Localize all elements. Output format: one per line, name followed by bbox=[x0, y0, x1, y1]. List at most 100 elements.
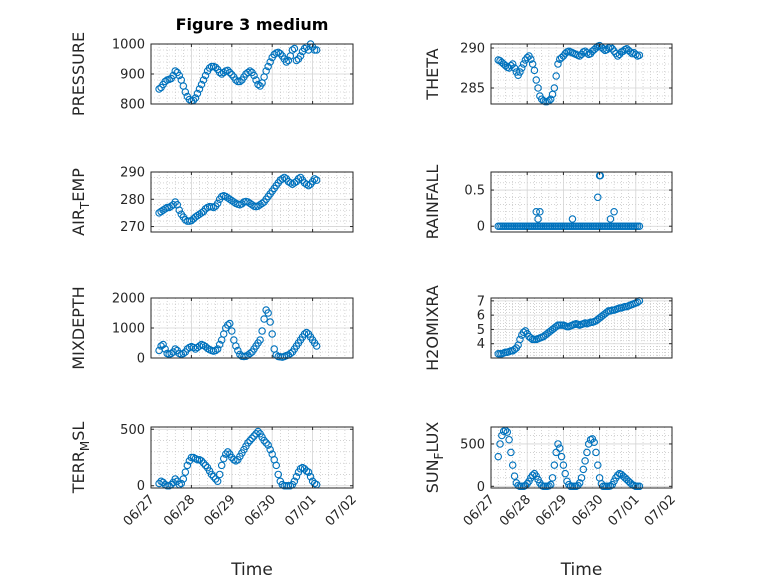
data-point bbox=[213, 477, 222, 485]
data-point bbox=[290, 477, 299, 485]
data-point bbox=[606, 482, 615, 490]
axes-box bbox=[490, 171, 673, 233]
data-point bbox=[217, 461, 226, 470]
y-tick-label: 4 bbox=[477, 337, 485, 352]
data-point bbox=[159, 340, 167, 349]
data-point bbox=[550, 461, 559, 469]
data-point bbox=[258, 199, 266, 208]
y-axis-label: MIXDEPTH bbox=[69, 286, 88, 369]
data-point bbox=[496, 440, 504, 448]
data-point bbox=[244, 439, 252, 447]
y-axis-label-main: SUN bbox=[423, 459, 442, 493]
data-point bbox=[213, 345, 222, 353]
y-tick-label: 800 bbox=[120, 98, 145, 113]
x-tick-label: 06/28 bbox=[161, 492, 198, 529]
data-point bbox=[292, 56, 301, 65]
data-point bbox=[161, 205, 169, 213]
y-tick-label: 500 bbox=[120, 423, 145, 438]
data-point bbox=[199, 459, 208, 467]
data-point bbox=[167, 349, 175, 358]
x-tick-label: 06/30 bbox=[569, 492, 606, 529]
data-points bbox=[155, 306, 321, 361]
plot-area bbox=[491, 427, 672, 488]
data-point bbox=[519, 60, 528, 68]
data-point bbox=[290, 44, 299, 53]
data-point bbox=[583, 49, 591, 57]
data-point bbox=[284, 56, 293, 65]
data-point bbox=[559, 461, 568, 469]
y-axis-label: THETA bbox=[423, 48, 442, 100]
data-point bbox=[228, 327, 236, 335]
data-point bbox=[632, 50, 640, 59]
data-point bbox=[274, 470, 283, 479]
data-point bbox=[254, 427, 262, 436]
data-point bbox=[590, 438, 598, 446]
data-point bbox=[302, 180, 311, 189]
data-point bbox=[211, 346, 220, 355]
data-point bbox=[264, 309, 272, 317]
data-point bbox=[258, 327, 266, 335]
data-point bbox=[268, 330, 276, 338]
data-point bbox=[312, 342, 321, 350]
axes-box bbox=[490, 43, 673, 105]
data-point bbox=[171, 67, 179, 75]
data-point bbox=[536, 208, 544, 216]
data-point bbox=[554, 60, 562, 68]
data-point bbox=[552, 322, 560, 331]
data-point bbox=[264, 62, 272, 71]
data-point bbox=[163, 203, 171, 212]
y-axis-label: AIRTEMP bbox=[69, 168, 92, 236]
data-point bbox=[171, 475, 179, 483]
data-point bbox=[197, 80, 206, 89]
data-point bbox=[635, 51, 644, 59]
subplot-air_temp: 270 280 290 AIRTEMP bbox=[69, 166, 354, 236]
x-tick-label: 07/01 bbox=[606, 492, 643, 529]
x-tick-label: 06/28 bbox=[497, 492, 534, 529]
data-point bbox=[304, 181, 313, 190]
data-point bbox=[155, 85, 163, 93]
data-points bbox=[494, 297, 644, 358]
data-point bbox=[503, 428, 512, 436]
data-point bbox=[310, 175, 319, 183]
data-point bbox=[516, 335, 524, 344]
data-point bbox=[292, 472, 301, 481]
data-point bbox=[262, 439, 270, 447]
data-point bbox=[163, 481, 171, 490]
data-point bbox=[234, 77, 242, 86]
data-point bbox=[209, 203, 218, 212]
data-point bbox=[554, 440, 562, 448]
data-point bbox=[282, 58, 291, 66]
data-point bbox=[532, 208, 540, 216]
data-point bbox=[280, 173, 289, 182]
data-point bbox=[610, 208, 618, 216]
data-point bbox=[264, 441, 272, 449]
data-point bbox=[244, 68, 252, 77]
data-point bbox=[594, 461, 602, 469]
data-point bbox=[175, 206, 184, 214]
x-tick-label: 06/27 bbox=[121, 492, 158, 529]
data-point bbox=[516, 68, 524, 76]
y-tick-label: 1000 bbox=[112, 322, 145, 337]
data-point bbox=[272, 461, 280, 470]
data-point bbox=[510, 345, 519, 354]
data-point bbox=[599, 45, 607, 53]
subplot-mixdepth: 0 1000 2000 MIXDEPTH bbox=[69, 286, 354, 370]
y-tick-label: 290 bbox=[460, 42, 485, 57]
data-point bbox=[199, 76, 208, 84]
data-point bbox=[197, 209, 206, 217]
data-point bbox=[201, 71, 210, 80]
data-point bbox=[306, 472, 315, 481]
data-point bbox=[191, 94, 200, 102]
plot-area bbox=[491, 172, 672, 232]
y-axis-label-main: AIR bbox=[69, 209, 88, 236]
data-point bbox=[300, 330, 309, 338]
data-point bbox=[193, 456, 202, 464]
data-point bbox=[288, 46, 297, 54]
data-point bbox=[296, 52, 305, 60]
data-point bbox=[304, 468, 313, 476]
data-point bbox=[254, 80, 262, 89]
data-point bbox=[250, 71, 258, 80]
data-point bbox=[183, 461, 192, 470]
x-axis-label: Time bbox=[560, 560, 603, 580]
